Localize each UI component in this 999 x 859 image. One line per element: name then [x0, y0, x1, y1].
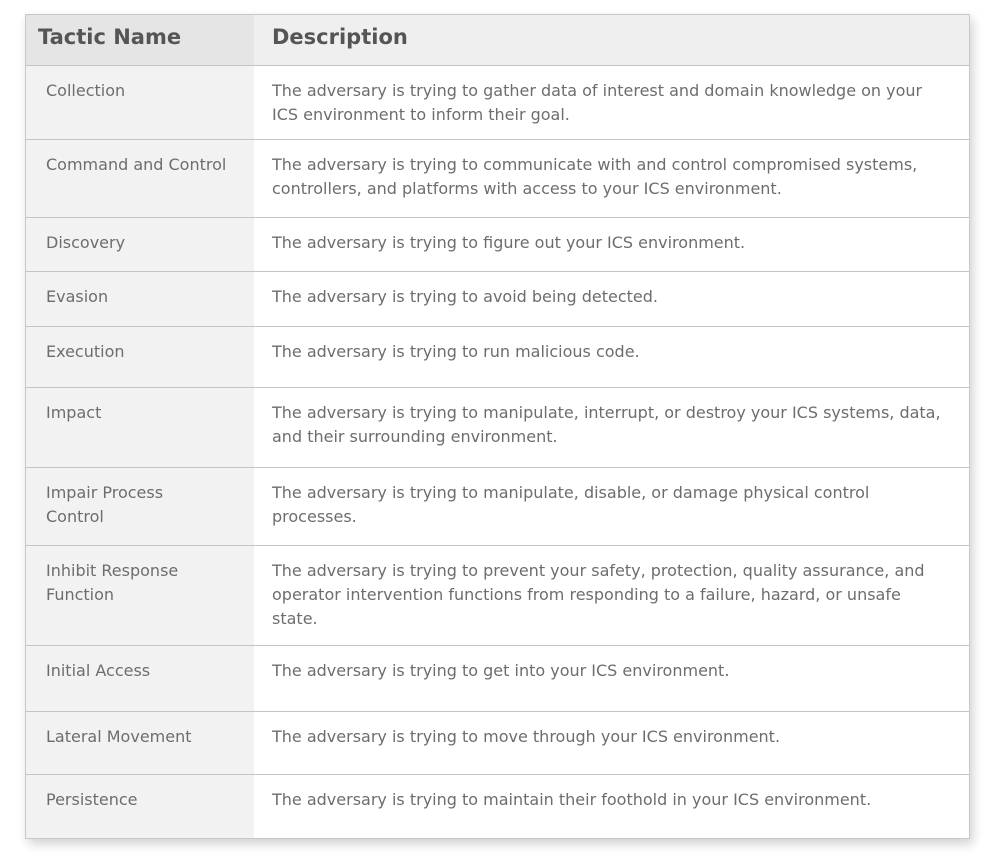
table-row: Discovery The adversary is trying to figu…	[26, 217, 969, 271]
header-description: Description	[254, 15, 969, 65]
tactic-description: The adversary is trying to figure out yo…	[254, 218, 969, 271]
tactic-description: The adversary is trying to prevent your …	[254, 546, 969, 645]
tactic-name: Impair Process Control	[26, 468, 254, 545]
tactic-description: The adversary is trying to run malicious…	[254, 327, 969, 387]
tactic-name: Lateral Movement	[26, 712, 254, 774]
tactic-name: Initial Access	[26, 646, 254, 711]
tactic-description: The adversary is trying to avoid being d…	[254, 272, 969, 326]
tactic-description: The adversary is trying to manipulate, d…	[254, 468, 969, 545]
table-row: Impact The adversary is trying to manipul…	[26, 387, 969, 467]
tactic-description: The adversary is trying to manipulate, i…	[254, 388, 969, 467]
table-row: Evasion The adversary is trying to avoid …	[26, 271, 969, 326]
table-header: Tactic Name Description	[26, 15, 969, 65]
tactic-description: The adversary is trying to maintain thei…	[254, 775, 969, 838]
header-tactic-name: Tactic Name	[26, 15, 254, 65]
tactic-description: The adversary is trying to move through …	[254, 712, 969, 774]
tactic-name: Command and Control	[26, 140, 254, 217]
tactic-name: Evasion	[26, 272, 254, 326]
tactic-name: Impact	[26, 388, 254, 467]
table-row: Collection The adversary is trying to gat…	[26, 65, 969, 139]
tactics-table: Tactic Name Description Collection The ad…	[25, 14, 970, 839]
table-row: Execution The adversary is trying to run …	[26, 326, 969, 387]
tactic-description: The adversary is trying to communicate w…	[254, 140, 969, 217]
tactic-description: The adversary is trying to gather data o…	[254, 66, 969, 139]
tactic-name: Collection	[26, 66, 254, 139]
tactic-name: Inhibit Response Function	[26, 546, 254, 645]
tactic-name: Discovery	[26, 218, 254, 271]
table-row: Persistence The adversary is trying to ma…	[26, 774, 969, 838]
tactic-description: The adversary is trying to get into your…	[254, 646, 969, 711]
table-row: Initial Access The adversary is trying to…	[26, 645, 969, 711]
table-row: Inhibit Response Function The adversary i…	[26, 545, 969, 645]
table-row: Lateral Movement The adversary is trying …	[26, 711, 969, 774]
table-row: Command and Control The adversary is tryi…	[26, 139, 969, 217]
table-row: Impair Process Control The adversary is t…	[26, 467, 969, 545]
tactic-name: Execution	[26, 327, 254, 387]
tactic-name: Persistence	[26, 775, 254, 838]
